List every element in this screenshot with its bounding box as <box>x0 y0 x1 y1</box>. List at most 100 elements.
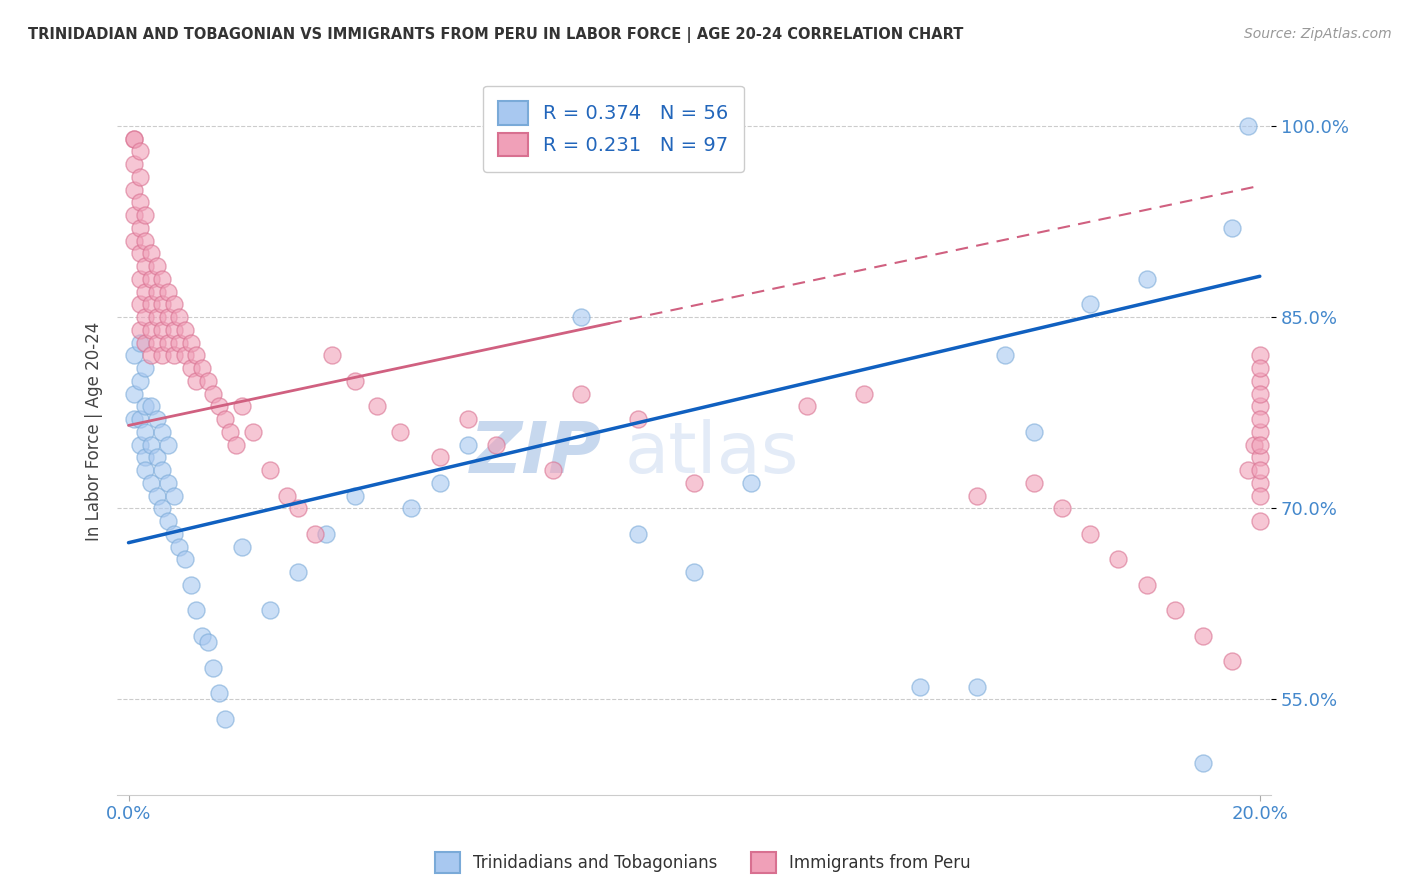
Point <box>191 629 214 643</box>
Point <box>1136 272 1159 286</box>
Point <box>186 374 208 388</box>
Point <box>174 348 197 362</box>
Point <box>122 348 145 362</box>
Point <box>169 335 191 350</box>
Point <box>208 686 231 700</box>
Point <box>1050 501 1073 516</box>
Point <box>197 374 219 388</box>
Point <box>157 475 180 490</box>
Point <box>146 259 169 273</box>
Point <box>343 489 366 503</box>
Point <box>134 259 156 273</box>
Point <box>128 272 150 286</box>
Point <box>214 412 236 426</box>
Point <box>1249 463 1271 477</box>
Point <box>139 272 162 286</box>
Point <box>163 526 186 541</box>
Point <box>457 437 479 451</box>
Text: Source: ZipAtlas.com: Source: ZipAtlas.com <box>1244 27 1392 41</box>
Point <box>1249 399 1271 413</box>
Point <box>134 463 156 477</box>
Point <box>202 386 225 401</box>
Y-axis label: In Labor Force | Age 20-24: In Labor Force | Age 20-24 <box>86 322 103 541</box>
Point <box>1249 437 1271 451</box>
Point <box>128 195 150 210</box>
Point <box>457 412 479 426</box>
Point <box>163 489 186 503</box>
Point <box>202 660 225 674</box>
Point <box>139 348 162 362</box>
Point <box>122 412 145 426</box>
Point <box>169 310 191 324</box>
Text: TRINIDADIAN AND TOBAGONIAN VS IMMIGRANTS FROM PERU IN LABOR FORCE | AGE 20-24 CO: TRINIDADIAN AND TOBAGONIAN VS IMMIGRANTS… <box>28 27 963 43</box>
Point <box>146 285 169 299</box>
Point <box>1164 603 1187 617</box>
Point <box>180 361 202 376</box>
Point <box>1107 552 1129 566</box>
Point <box>122 183 145 197</box>
Point <box>152 501 174 516</box>
Point <box>1249 514 1271 528</box>
Point <box>128 246 150 260</box>
Point <box>152 323 174 337</box>
Point <box>134 310 156 324</box>
Point <box>134 335 156 350</box>
Point <box>1237 463 1260 477</box>
Point <box>186 348 208 362</box>
Point <box>1022 475 1045 490</box>
Point <box>1249 348 1271 362</box>
Point <box>366 399 388 413</box>
Point <box>122 131 145 145</box>
Point <box>569 310 592 324</box>
Point <box>1136 578 1159 592</box>
Point <box>163 297 186 311</box>
Point <box>139 399 162 413</box>
Point <box>128 323 150 337</box>
Point <box>128 297 150 311</box>
Point <box>1078 526 1101 541</box>
Point <box>796 399 818 413</box>
Point <box>208 399 231 413</box>
Point <box>134 399 156 413</box>
Point <box>1249 412 1271 426</box>
Point <box>128 412 150 426</box>
Point <box>169 540 191 554</box>
Point <box>122 131 145 145</box>
Point <box>134 361 156 376</box>
Point <box>157 514 180 528</box>
Point <box>910 680 932 694</box>
Point <box>134 450 156 465</box>
Point <box>152 348 174 362</box>
Point <box>157 310 180 324</box>
Point <box>1249 425 1271 439</box>
Point <box>122 386 145 401</box>
Point <box>740 475 762 490</box>
Point <box>1192 629 1215 643</box>
Point <box>485 437 508 451</box>
Point <box>152 463 174 477</box>
Point <box>163 348 186 362</box>
Text: atlas: atlas <box>624 419 799 488</box>
Point <box>1249 450 1271 465</box>
Point <box>242 425 264 439</box>
Point <box>146 450 169 465</box>
Point <box>1243 437 1265 451</box>
Point <box>186 603 208 617</box>
Point <box>128 145 150 159</box>
Point <box>122 157 145 171</box>
Point <box>134 234 156 248</box>
Point <box>139 323 162 337</box>
Point <box>569 386 592 401</box>
Point <box>1249 489 1271 503</box>
Point <box>994 348 1017 362</box>
Point <box>276 489 298 503</box>
Point <box>128 335 150 350</box>
Point <box>343 374 366 388</box>
Point <box>966 489 988 503</box>
Point <box>219 425 242 439</box>
Point <box>1249 475 1271 490</box>
Point <box>1078 297 1101 311</box>
Point <box>429 475 451 490</box>
Point <box>852 386 875 401</box>
Point <box>429 450 451 465</box>
